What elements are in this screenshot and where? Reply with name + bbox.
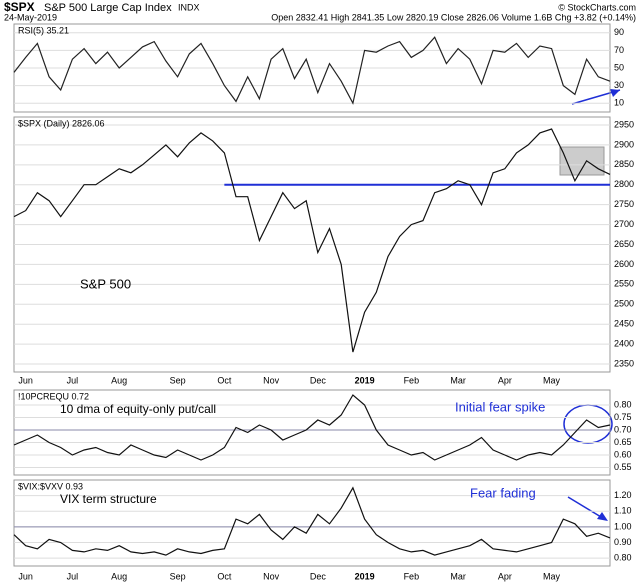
panel-label: !10PCREQU 0.72 bbox=[18, 391, 89, 401]
y-tick-label: 2700 bbox=[614, 219, 634, 229]
y-tick-label: 2850 bbox=[614, 159, 634, 169]
y-tick-label: 2750 bbox=[614, 199, 634, 209]
x-tick-label: Apr bbox=[498, 375, 512, 385]
panel-label: $VIX:$VXV 0.93 bbox=[18, 481, 83, 491]
y-tick-label: 2800 bbox=[614, 179, 634, 189]
x-tick-label: Nov bbox=[263, 375, 280, 385]
panel-label: $SPX (Daily) 2826.06 bbox=[18, 118, 105, 128]
x-tick-label: Sep bbox=[170, 375, 186, 385]
index-name: S&P 500 Large Cap Index bbox=[44, 2, 172, 14]
y-tick-label: 0.80 bbox=[614, 399, 632, 409]
annotation: VIX term structure bbox=[60, 492, 157, 506]
y-tick-label: 90 bbox=[614, 27, 624, 37]
x-tick-label: 2019 bbox=[355, 375, 375, 385]
x-tick-label: Mar bbox=[450, 571, 466, 581]
x-tick-label: Oct bbox=[217, 375, 232, 385]
y-tick-label: 2950 bbox=[614, 119, 634, 129]
x-tick-label: May bbox=[543, 571, 561, 581]
y-tick-label: 0.70 bbox=[614, 424, 632, 434]
x-tick-label: Aug bbox=[111, 375, 127, 385]
y-tick-label: 2450 bbox=[614, 319, 634, 329]
date: 24-May-2019 bbox=[4, 12, 57, 22]
panel-label: RSI(5) 35.21 bbox=[18, 25, 69, 35]
highlight-box bbox=[559, 146, 605, 176]
y-tick-label: 10 bbox=[614, 98, 624, 108]
exchange: INDX bbox=[178, 2, 200, 12]
annotation: Fear fading bbox=[470, 485, 536, 500]
x-tick-label: Feb bbox=[404, 571, 420, 581]
annotation: Initial fear spike bbox=[455, 399, 545, 414]
y-tick-label: 30 bbox=[614, 80, 624, 90]
arrow-head bbox=[610, 89, 620, 97]
panel-frame bbox=[13, 389, 611, 476]
y-tick-label: 0.80 bbox=[614, 553, 632, 563]
x-tick-label: Jul bbox=[67, 571, 79, 581]
x-tick-label: Sep bbox=[170, 571, 186, 581]
x-tick-label: Nov bbox=[263, 571, 280, 581]
series-line bbox=[13, 394, 611, 461]
panel-frame bbox=[13, 479, 611, 567]
x-tick-label: Dec bbox=[310, 375, 327, 385]
y-tick-label: 2350 bbox=[614, 358, 634, 368]
x-tick-label: Jul bbox=[67, 375, 79, 385]
y-tick-label: 70 bbox=[614, 45, 624, 55]
quote: Open 2832.41 High 2841.35 Low 2820.19 Cl… bbox=[271, 12, 636, 22]
x-tick-label: Jun bbox=[18, 571, 33, 581]
x-tick-label: Dec bbox=[310, 571, 327, 581]
y-tick-label: 1.20 bbox=[614, 490, 632, 500]
y-tick-label: 2500 bbox=[614, 299, 634, 309]
series-line bbox=[13, 486, 611, 556]
y-tick-label: 2650 bbox=[614, 239, 634, 249]
x-tick-label: Jun bbox=[18, 375, 33, 385]
x-tick-label: Aug bbox=[111, 571, 127, 581]
annotation: 10 dma of equity-only put/call bbox=[60, 402, 216, 416]
arrow-head bbox=[597, 512, 608, 521]
series-line bbox=[13, 36, 611, 105]
x-tick-label: Mar bbox=[450, 375, 466, 385]
y-tick-label: 0.55 bbox=[614, 462, 632, 472]
x-tick-label: Oct bbox=[217, 571, 232, 581]
y-tick-label: 1.10 bbox=[614, 506, 632, 516]
x-tick-label: May bbox=[543, 375, 561, 385]
x-tick-label: Feb bbox=[404, 375, 420, 385]
series-line bbox=[13, 128, 611, 353]
credit: © StockCharts.com bbox=[558, 2, 636, 12]
y-tick-label: 0.75 bbox=[614, 412, 632, 422]
y-tick-label: 0.90 bbox=[614, 537, 632, 547]
x-tick-label: Apr bbox=[498, 571, 512, 581]
symbol: $SPX bbox=[4, 0, 35, 14]
y-tick-label: 0.65 bbox=[614, 437, 632, 447]
y-tick-label: 0.60 bbox=[614, 449, 632, 459]
y-tick-label: 2550 bbox=[614, 279, 634, 289]
y-tick-label: 50 bbox=[614, 62, 624, 72]
y-tick-label: 1.00 bbox=[614, 521, 632, 531]
y-tick-label: 2900 bbox=[614, 139, 634, 149]
annotation: S&P 500 bbox=[80, 276, 131, 291]
y-tick-label: 2400 bbox=[614, 338, 634, 348]
y-tick-label: 2600 bbox=[614, 259, 634, 269]
x-tick-label: 2019 bbox=[355, 571, 375, 581]
